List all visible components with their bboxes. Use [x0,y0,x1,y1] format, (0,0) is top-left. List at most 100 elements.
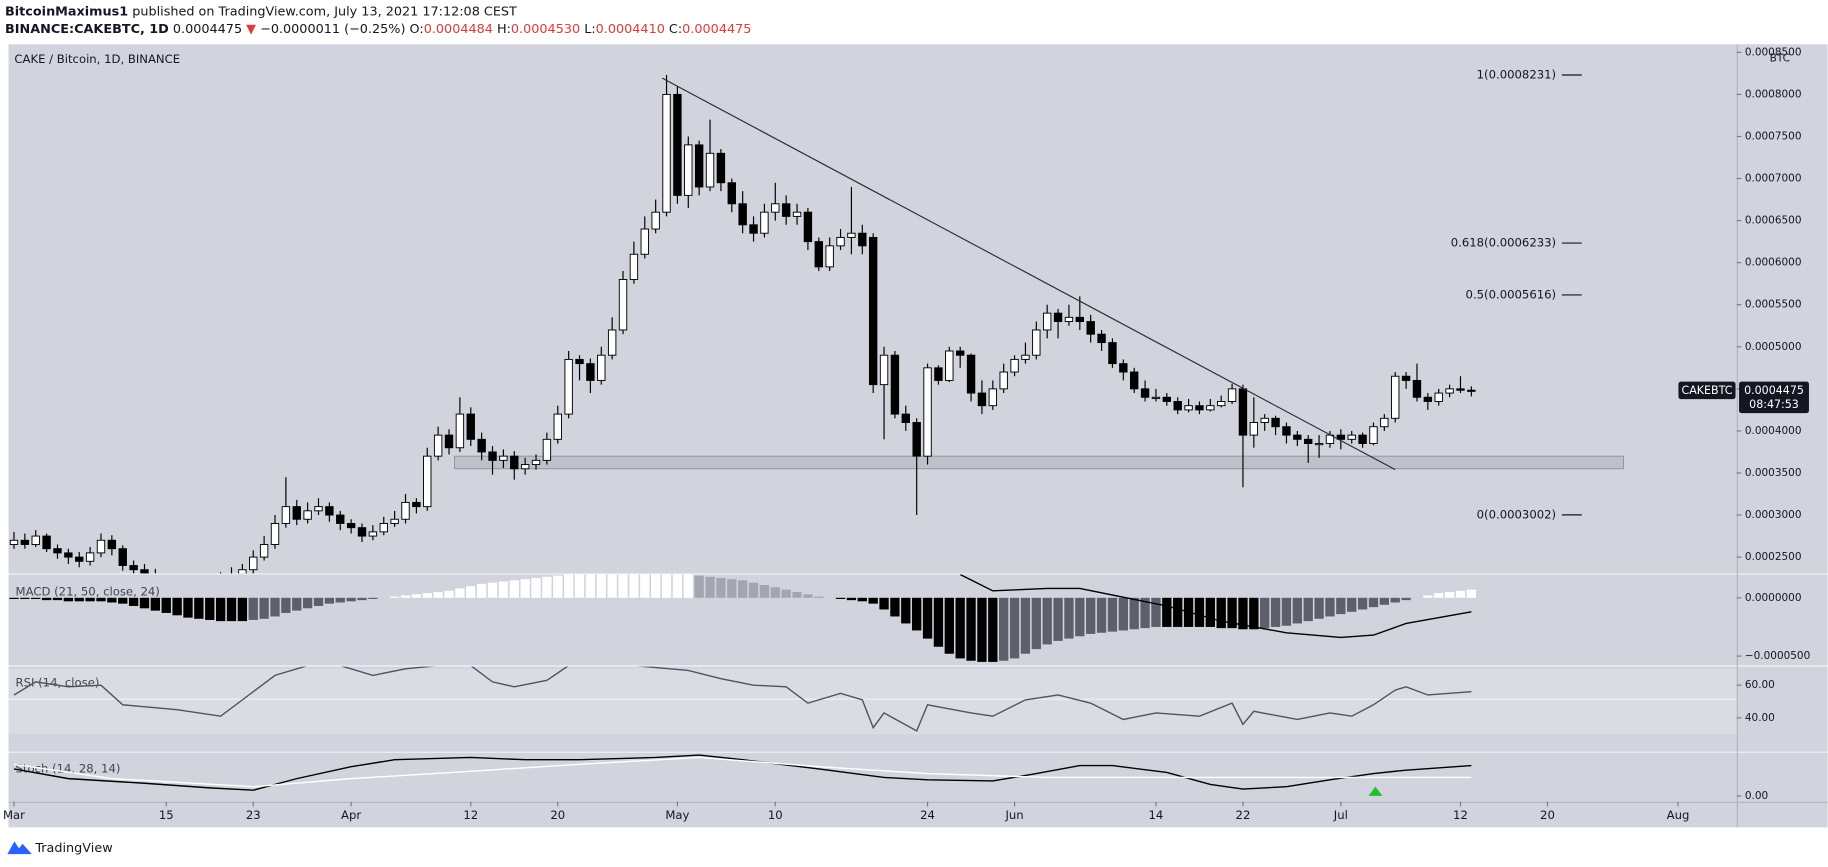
macd-bar [618,574,628,598]
candle-body [901,413,910,423]
macd-signal-line [959,574,1472,639]
price-box [1739,381,1809,414]
candle-body [270,522,280,545]
y-tick-label: 0.0003000 [1745,509,1802,521]
y-tick-label: 40.00 [1745,712,1775,724]
macd-bar [705,576,715,598]
candle-body [629,253,639,280]
candle-body [1434,392,1443,402]
candle-body [9,539,19,545]
candle-body [618,279,628,331]
macd-bar [357,597,367,601]
price: 0.0004475 [173,22,242,37]
x-tick-label: 14 [1149,808,1164,822]
candle-body [238,569,247,574]
candle-body [368,531,378,537]
macd-bar [966,597,976,661]
crossover-marker [1368,786,1383,796]
x-tick-label: 20 [1540,808,1555,822]
published: published on TradingView.com, July 13, 2… [132,4,517,19]
x-tick-label: 12 [1453,808,1468,822]
symbol: BINANCE:CAKEBTC, 1D [5,22,169,37]
macd-bar [1194,597,1205,627]
candle-body [1140,388,1150,398]
macd-bar [1325,597,1335,617]
candle-body [771,203,780,213]
macd-bar [879,597,889,610]
macd-bar [433,591,443,598]
candle-body [727,182,736,205]
candle-body [912,422,921,457]
candle-body [455,413,465,449]
candle-body [1217,401,1226,407]
y-tick-label: 60.00 [1745,679,1775,691]
candle-body [934,367,943,381]
stoch-line [13,754,1472,791]
candle-body [662,93,671,213]
macd-bar [770,587,780,598]
macd-bar [1107,597,1118,632]
candle-body [705,152,715,188]
macd-bar [498,581,509,598]
macd-bar [1336,597,1346,615]
x-tick-label: 24 [920,808,935,822]
macd-bar [194,597,204,619]
macd-bar [150,597,161,611]
macd-bar [1434,593,1444,598]
macd-bar [814,596,824,598]
macd-bar [1053,597,1063,641]
candle-body [1369,426,1378,445]
macd-bar [857,597,867,602]
candle-body [85,552,95,562]
candle-body [1075,316,1085,323]
candle-body [1391,375,1400,419]
candle-body [1304,438,1313,445]
candle-body [564,358,573,415]
unit-label: BTC [1770,52,1790,64]
macd-bar [933,597,944,647]
support-zone [454,455,1625,470]
candle-body [945,350,954,381]
fib-label: 0.618(0.0006233) [1451,236,1556,250]
macd-bar [672,574,683,598]
ohlc-key: H: [497,22,511,37]
macd-bar [1227,597,1237,629]
macd-bar [215,597,226,622]
macd-bar [596,574,606,598]
fib-label: 1(0.0008231) [1477,67,1556,81]
y-tick-label: 0.0008000 [1745,88,1802,100]
macd-bar [716,578,726,598]
macd-bar [400,595,411,598]
macd-bar [1096,597,1107,633]
candle-body [259,544,269,558]
candle-body [303,510,312,520]
candle-body [836,236,845,247]
y-tick-label: 0.0004000 [1745,425,1802,437]
candle-body [803,211,813,243]
candle-body [792,211,802,217]
candle-body [281,506,291,524]
y-tick-label: 0.0003500 [1745,467,1802,479]
candle-body [42,535,51,550]
macd-bar [389,596,400,598]
x-tick-label: 23 [246,808,261,822]
candle-body [1130,371,1139,390]
macd-bar [281,597,291,613]
trendline [661,77,1396,471]
macd-bar [759,584,770,598]
candle-body [510,455,519,470]
candle-body [1227,388,1237,402]
macd-bar [422,593,432,598]
x-tick-label: 10 [768,808,783,822]
macd-bar [977,597,987,662]
macd-bar [41,597,52,601]
macd-bar [368,597,378,599]
x-tick-label: Jul [1333,808,1348,822]
candle-body [868,236,878,386]
macd-bar [1270,597,1281,627]
candle-body [694,144,704,188]
fib-label: 0(0.0003002) [1477,507,1556,521]
macd-bar [1401,597,1411,601]
candle-body [553,413,562,440]
macd-bar [205,597,215,620]
